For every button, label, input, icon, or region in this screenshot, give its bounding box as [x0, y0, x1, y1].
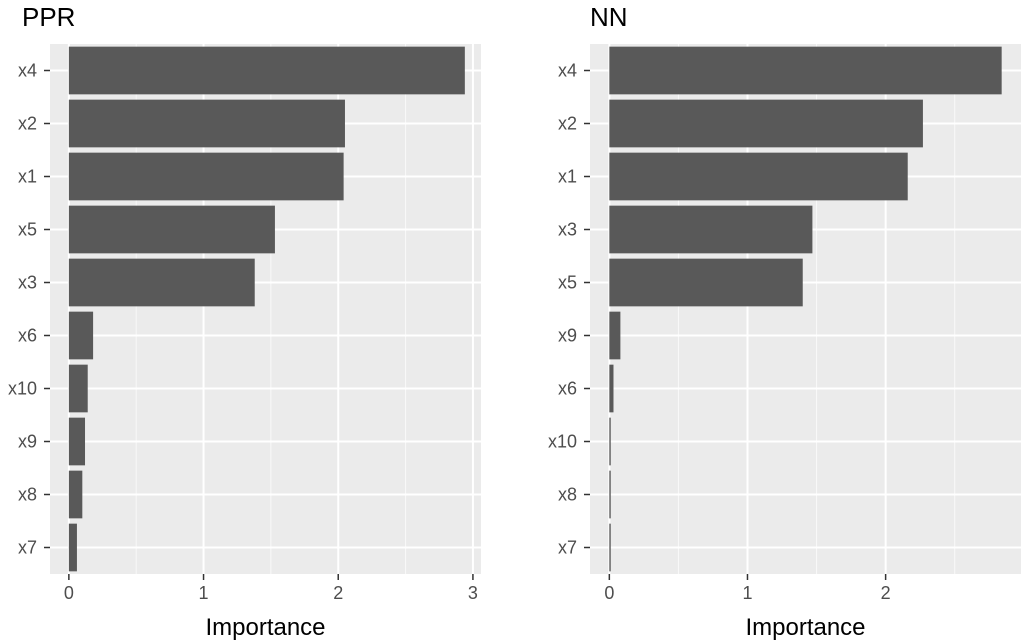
y-tick-label: x5	[558, 273, 577, 293]
chart-title: PPR	[22, 2, 75, 32]
bar-x6	[609, 364, 614, 413]
panel-ppr: x4 x2 x1 x5 x3 x6 x10 x9 x8 x7 0 1 2 3 PPR Importance	[8, 2, 481, 641]
bar-x10	[68, 364, 88, 413]
chart-title: NN	[590, 2, 628, 32]
y-tick-label: x3	[558, 220, 577, 240]
y-tick-label: x3	[18, 273, 37, 293]
y-tick-label: x9	[558, 326, 577, 346]
y-tick-label: x8	[18, 485, 37, 505]
bar-x8	[68, 470, 83, 519]
x-tick-label: 2	[333, 583, 343, 603]
bar-x6	[68, 311, 94, 360]
bar-x2	[609, 99, 923, 148]
bar-x8	[609, 470, 611, 519]
y-tick-label: x1	[558, 167, 577, 187]
x-axis-label: Importance	[205, 614, 325, 641]
bar-x3	[68, 258, 255, 307]
bar-x1	[68, 152, 344, 201]
y-tick-label: x4	[18, 61, 37, 81]
bar-x9	[609, 311, 621, 360]
bar-x7	[609, 523, 611, 572]
y-tick-label: x9	[18, 432, 37, 452]
y-tick-label: x6	[18, 326, 37, 346]
y-tick-label: x2	[18, 114, 37, 134]
bar-x7	[68, 523, 77, 572]
x-tick-label: 2	[881, 583, 891, 603]
panel-nn: x4 x2 x1 x3 x5 x9 x6 x10 x8 x7 0 1 2 NN Importance	[548, 2, 1021, 641]
x-axis-label: Importance	[745, 614, 865, 641]
bar-x4	[68, 46, 465, 95]
y-tick-label: x6	[558, 379, 577, 399]
y-tick-label: x5	[18, 220, 37, 240]
y-tick-label: x7	[558, 538, 577, 558]
y-tick-label: x4	[558, 61, 577, 81]
y-tick-label: x10	[8, 379, 37, 399]
x-tick-label: 1	[742, 583, 752, 603]
bar-x4	[609, 46, 1002, 95]
bar-x1	[609, 152, 908, 201]
y-tick-label: x7	[18, 538, 37, 558]
x-tick-label: 1	[199, 583, 209, 603]
x-tick-label: 3	[468, 583, 478, 603]
bar-x9	[68, 417, 86, 466]
x-tick-label: 0	[64, 583, 74, 603]
bar-x2	[68, 99, 345, 148]
y-tick-label: x10	[548, 432, 577, 452]
y-tick-label: x2	[558, 114, 577, 134]
bar-x3	[609, 205, 813, 254]
bar-x5	[68, 205, 275, 254]
bar-x5	[609, 258, 803, 307]
y-tick-label: x8	[558, 485, 577, 505]
bar-x10	[609, 417, 611, 466]
x-tick-label: 0	[604, 583, 614, 603]
y-tick-label: x1	[18, 167, 37, 187]
